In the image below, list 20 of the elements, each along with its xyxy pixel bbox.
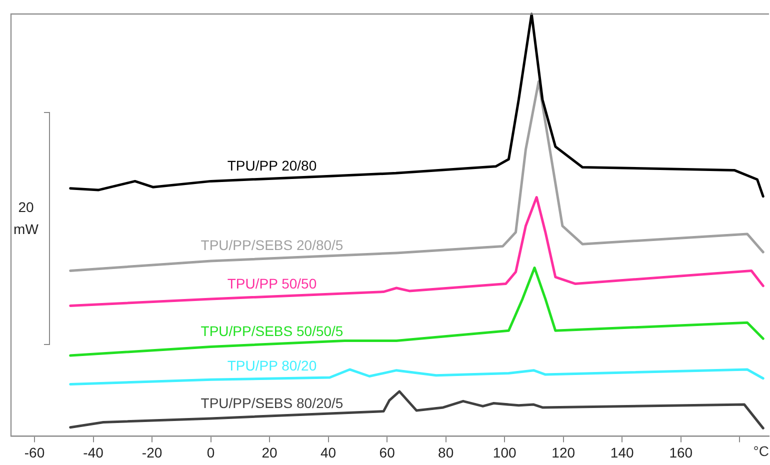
x-tick-label: 0 xyxy=(206,444,215,460)
x-tick-label: -60 xyxy=(24,444,45,460)
x-tick-label: 60 xyxy=(379,444,396,460)
x-tick-label: 80 xyxy=(438,444,454,460)
x-axis-title: °C xyxy=(753,443,769,460)
series-label: TPU/PP 20/80 xyxy=(227,157,317,174)
series-label: TPU/PP/SEBS 80/20/5 xyxy=(200,394,344,411)
x-tick-label: 140 xyxy=(610,444,634,460)
series-label: TPU/PP 80/20 xyxy=(227,357,317,374)
series-label: TPU/PP/SEBS 50/50/5 xyxy=(200,322,344,339)
x-tick-label: 120 xyxy=(552,444,576,460)
x-tick-label: 100 xyxy=(492,444,516,460)
x-tick-label: 40 xyxy=(320,444,336,460)
annotation: 20 mW xyxy=(12,198,40,239)
series-label: TPU/PP 50/50 xyxy=(227,275,317,292)
x-tick-label: -20 xyxy=(142,444,162,460)
x-tick-label: 20 xyxy=(262,444,278,460)
series-label: TPU/PP/SEBS 20/80/5 xyxy=(200,237,344,254)
x-tick-label: -40 xyxy=(83,444,104,460)
x-tick-label: 160 xyxy=(669,444,693,460)
